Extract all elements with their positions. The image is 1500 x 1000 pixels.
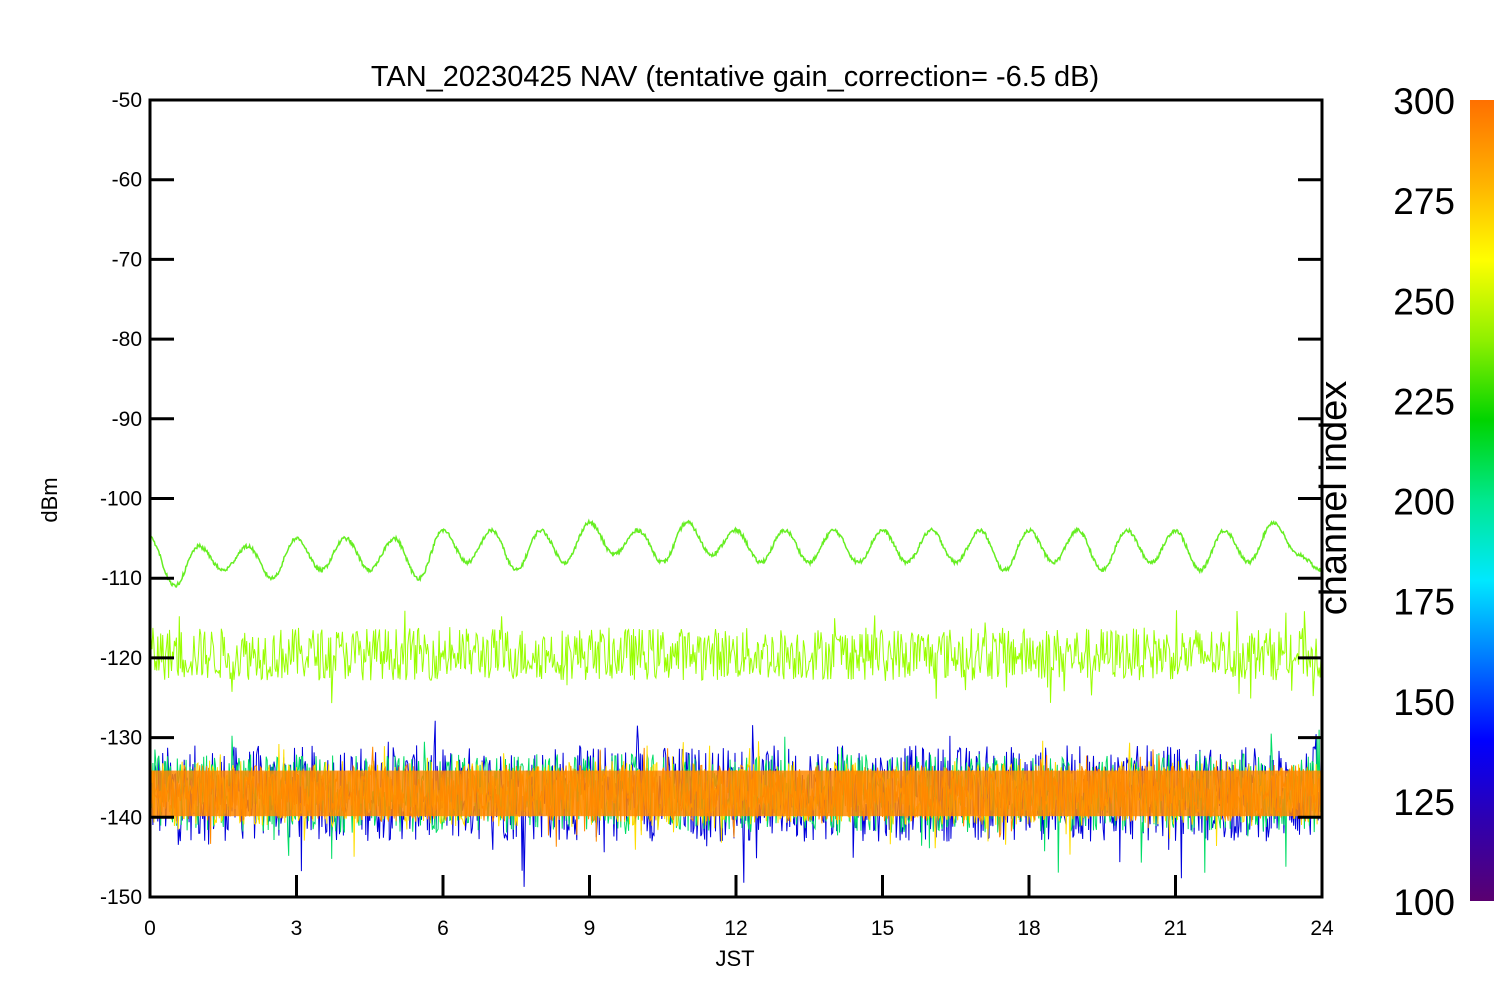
y-tick-label: -140 [100, 806, 142, 829]
colorbar-tick-label: 175 [1393, 582, 1455, 623]
x-tick-label: 9 [584, 917, 596, 940]
y-tick-label: -70 [112, 248, 142, 271]
colorbar-tick-label: 275 [1393, 181, 1455, 222]
colorbar-tick-label: 100 [1393, 882, 1455, 923]
colorbar-tick-label: 125 [1393, 782, 1455, 823]
x-tick-label: 12 [724, 917, 747, 940]
y-tick-label: -150 [100, 886, 142, 909]
y-tick-label: -130 [100, 727, 142, 750]
x-tick-label: 3 [291, 917, 303, 940]
y-tick-label: -60 [112, 169, 142, 192]
y-tick-label: -50 [112, 89, 142, 112]
x-axis: 0 3 6 9 12 15 18 21 24 [144, 875, 1334, 940]
colorbar-tick-label: 300 [1393, 81, 1455, 122]
colorbar-tick-label: 250 [1393, 281, 1455, 322]
colorbar-tick-label: 225 [1393, 381, 1455, 422]
x-axis-label: JST [715, 946, 754, 971]
y-tick-label: -90 [112, 408, 142, 431]
plot-area [151, 518, 1321, 887]
x-tick-label: 0 [144, 917, 156, 940]
x-tick-label: 15 [871, 917, 894, 940]
x-tick-label: 18 [1017, 917, 1040, 940]
colorbar-tick-label: 150 [1393, 682, 1455, 723]
y-axis-label: dBm [37, 477, 62, 522]
y-tick-label: -100 [100, 488, 142, 511]
series-line-ch247 [151, 518, 1321, 588]
x-tick-label: 21 [1164, 917, 1187, 940]
series-band-ch263 [151, 610, 1321, 704]
colorbar-label: channel index [1313, 381, 1355, 616]
y-tick-label: -80 [112, 328, 142, 351]
x-tick-label: 6 [437, 917, 449, 940]
y-axis: -50 -60 -70 -80 -90 -100 -110 -120 -130 -140 -150 [100, 89, 1322, 909]
y-tick-label: -110 [102, 567, 142, 590]
chart-title: TAN_20230425 NAV (tentative gain_correct… [371, 61, 1099, 93]
colorbar [1470, 100, 1494, 901]
series-core-ch290 [151, 770, 1321, 817]
colorbar-tick-label: 200 [1393, 482, 1455, 523]
colorbar-ticks: 300 275 250 225 200 175 150 125 100 [1393, 81, 1455, 923]
x-tick-label: 24 [1310, 917, 1334, 940]
y-tick-label: -120 [100, 647, 142, 670]
